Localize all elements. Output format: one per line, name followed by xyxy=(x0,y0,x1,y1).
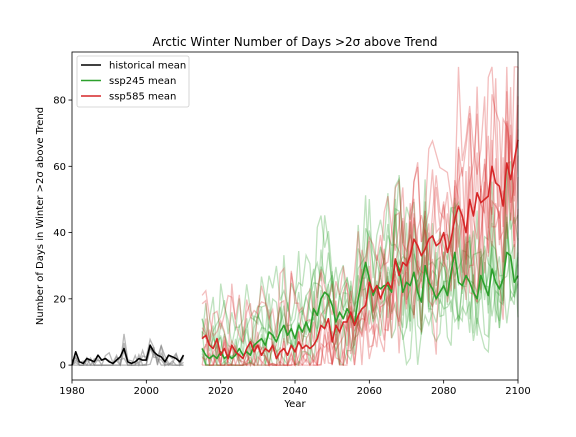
ensemble-member-line xyxy=(201,160,519,343)
x-tick-label: 2060 xyxy=(357,386,382,397)
x-tick-label: 2020 xyxy=(208,386,233,397)
ensemble-member-line xyxy=(201,163,519,353)
series-lines xyxy=(71,139,519,366)
ensemble-member-line xyxy=(201,66,519,367)
x-axis-ticks: 1980 2000 2020 2040 2060 2080 2100 xyxy=(59,380,531,397)
y-axis-label: Number of Days in Winter >2σ above Trend xyxy=(35,107,46,325)
ensemble-member-line xyxy=(201,66,519,363)
ensemble-member-line xyxy=(201,91,519,368)
x-tick-label: 2000 xyxy=(134,386,159,397)
legend-box xyxy=(76,55,190,108)
series-line-historical-mean xyxy=(71,344,185,366)
y-tick-label: 20 xyxy=(53,294,66,305)
ensemble-member-line xyxy=(201,66,518,353)
y-tick-label: 40 xyxy=(53,228,66,239)
y-tick-label: 0 xyxy=(60,361,66,372)
ensemble-member-line xyxy=(201,202,519,366)
x-axis-label: Year xyxy=(283,399,306,410)
series-line-ssp585-mean xyxy=(201,139,519,360)
ensemble-member-line xyxy=(201,241,519,367)
ensemble-member-line xyxy=(201,216,519,367)
series-line-ssp245-mean xyxy=(201,251,519,360)
legend-label: ssp585 mean xyxy=(109,92,176,103)
x-tick-label: 2040 xyxy=(282,386,307,397)
ensemble-member-line xyxy=(201,207,519,366)
ensemble-member-line xyxy=(202,134,519,366)
y-tick-label: 60 xyxy=(53,162,66,173)
ensemble-member-line xyxy=(201,213,519,364)
x-tick-label: 1980 xyxy=(59,386,84,397)
ensemble-member-line xyxy=(201,113,519,367)
ensemble-member-lines xyxy=(71,66,519,368)
x-tick-label: 2080 xyxy=(431,386,456,397)
legend-label: historical mean xyxy=(109,61,186,72)
legend: historical mean ssp245 mean ssp585 mean xyxy=(76,55,190,108)
chart-title: Arctic Winter Number of Days >2σ above T… xyxy=(152,35,437,49)
y-axis-ticks: 0 20 40 60 80 xyxy=(53,96,72,372)
y-tick-label: 80 xyxy=(53,96,66,107)
x-tick-label: 2100 xyxy=(505,386,530,397)
ensemble-member-line xyxy=(201,198,519,366)
legend-label: ssp245 mean xyxy=(109,76,176,87)
